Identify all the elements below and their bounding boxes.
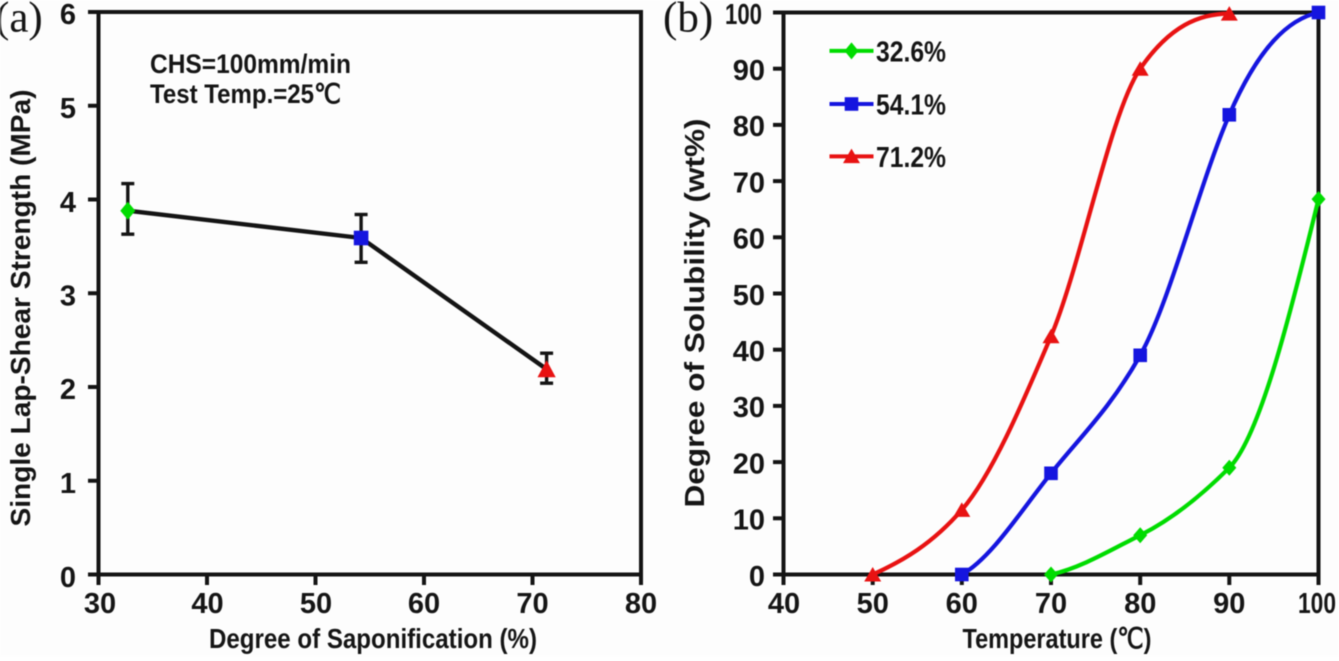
svg-text:50: 50 xyxy=(300,588,332,620)
svg-text:80: 80 xyxy=(1124,588,1156,620)
svg-text:6: 6 xyxy=(60,0,76,31)
svg-text:32.6%: 32.6% xyxy=(876,37,946,69)
svg-text:70: 70 xyxy=(1035,588,1067,620)
svg-text:(a): (a) xyxy=(0,0,43,42)
svg-text:Degree of Saponification (%): Degree of Saponification (%) xyxy=(209,623,537,654)
svg-text:0: 0 xyxy=(749,561,765,593)
svg-text:Temperature (℃): Temperature (℃) xyxy=(963,623,1152,654)
svg-text:60: 60 xyxy=(946,588,978,620)
svg-text:Single Lap-Shear Strength (MPa: Single Lap-Shear Strength (MPa) xyxy=(5,89,36,526)
svg-text:70: 70 xyxy=(733,168,765,200)
svg-text:10: 10 xyxy=(733,505,765,537)
svg-text:100: 100 xyxy=(1298,588,1336,620)
svg-text:60: 60 xyxy=(408,588,440,620)
svg-text:40: 40 xyxy=(191,588,223,620)
svg-text:30: 30 xyxy=(84,588,116,620)
svg-text:90: 90 xyxy=(1213,588,1245,620)
svg-text:4: 4 xyxy=(60,187,76,219)
svg-text:50: 50 xyxy=(733,280,765,312)
svg-text:80: 80 xyxy=(625,588,657,620)
svg-text:40: 40 xyxy=(768,588,800,620)
svg-text:30: 30 xyxy=(733,392,765,424)
svg-text:Test Temp.=25℃: Test Temp.=25℃ xyxy=(150,79,341,109)
svg-text:54.1%: 54.1% xyxy=(876,90,946,122)
svg-text:5: 5 xyxy=(60,93,76,125)
svg-text:Degree of Solubility (wt%): Degree of Solubility (wt%) xyxy=(679,119,710,508)
svg-text:40: 40 xyxy=(733,336,765,368)
svg-text:50: 50 xyxy=(857,588,889,620)
svg-text:60: 60 xyxy=(733,224,765,256)
svg-text:2: 2 xyxy=(60,374,76,406)
svg-text:3: 3 xyxy=(60,281,76,313)
svg-text:20: 20 xyxy=(733,449,765,481)
svg-text:(b): (b) xyxy=(663,0,713,42)
svg-text:71.2%: 71.2% xyxy=(876,142,946,174)
svg-text:0: 0 xyxy=(60,562,76,594)
svg-text:CHS=100mm/min: CHS=100mm/min xyxy=(150,49,351,79)
svg-text:80: 80 xyxy=(733,111,765,143)
svg-text:100: 100 xyxy=(725,0,762,31)
svg-text:70: 70 xyxy=(516,588,548,620)
svg-text:1: 1 xyxy=(60,468,76,500)
svg-text:90: 90 xyxy=(733,55,765,87)
